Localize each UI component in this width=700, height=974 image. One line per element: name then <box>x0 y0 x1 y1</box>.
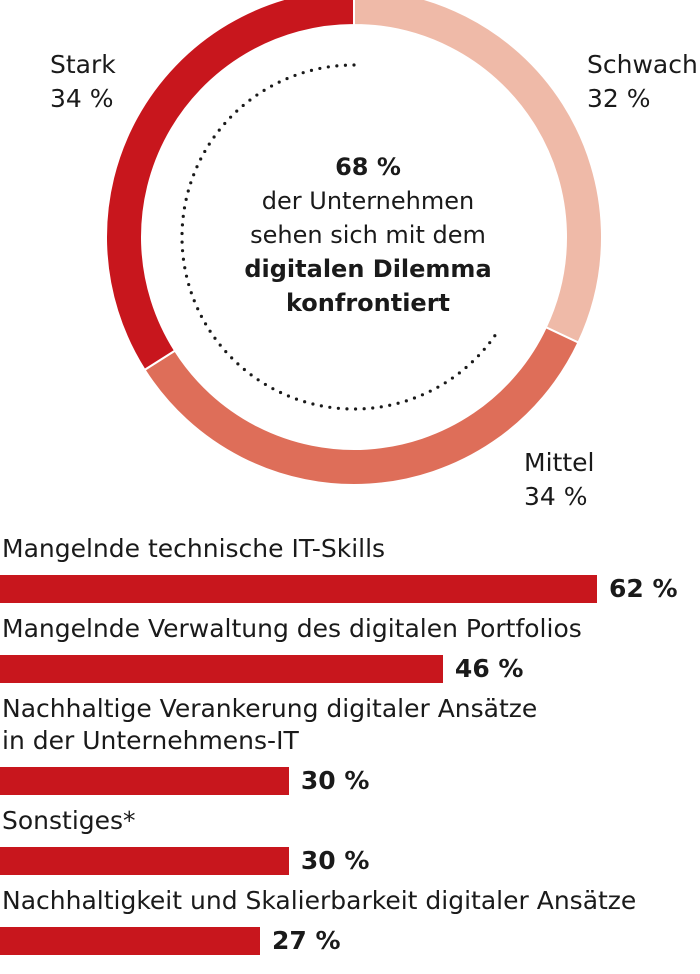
dotted-arc-decoration <box>180 63 497 411</box>
bar <box>0 767 289 795</box>
bar <box>0 847 289 875</box>
center-text-line-2: der Unternehmen <box>261 187 475 215</box>
bar-value-label: 30 % <box>300 766 370 795</box>
bar-category-label: in der Unternehmens-IT <box>2 726 299 755</box>
donut-label-schwach-name: Schwach <box>587 50 698 79</box>
donut-label-mittel-name: Mittel <box>524 448 595 477</box>
bar-category-label: Nachhaltigkeit und Skalierbarkeit digita… <box>2 886 637 915</box>
bar-category-label: Mangelnde technische IT-Skills <box>2 534 386 563</box>
donut-chart <box>105 0 603 486</box>
bar-value-label: 46 % <box>454 654 524 683</box>
bar <box>0 575 597 603</box>
bar-value-label: 27 % <box>271 926 341 955</box>
center-text-line-4: digitalen Dilemma <box>244 255 492 283</box>
donut-label-mittel-value: 34 % <box>524 482 588 511</box>
donut-label-schwach: Schwach 32 % <box>587 48 698 116</box>
donut-label-stark: Stark 34 % <box>50 48 116 116</box>
bar-value-label: 30 % <box>300 846 370 875</box>
center-percentage: 68 % <box>335 153 401 181</box>
donut-label-stark-value: 34 % <box>50 84 114 113</box>
center-text-line-5: konfrontiert <box>285 289 451 317</box>
donut-label-schwach-value: 32 % <box>587 84 651 113</box>
bar <box>0 655 443 683</box>
donut-slice-stark <box>105 0 355 372</box>
donut-label-mittel: Mittel 34 % <box>524 446 594 514</box>
bar-category-label: Mangelnde Verwaltung des digitalen Portf… <box>2 614 582 643</box>
bar <box>0 927 260 955</box>
bar-category-label: Nachhaltige Verankerung digitaler Ansätz… <box>2 694 538 723</box>
bar-value-label: 62 % <box>609 574 678 603</box>
donut-center-text: 68 % der Unternehmen sehen sich mit dem … <box>232 150 504 320</box>
bar-category-label: Sonstiges* <box>2 806 136 835</box>
center-text-line-3: sehen sich mit dem <box>250 221 486 249</box>
donut-label-stark-name: Stark <box>50 50 116 79</box>
